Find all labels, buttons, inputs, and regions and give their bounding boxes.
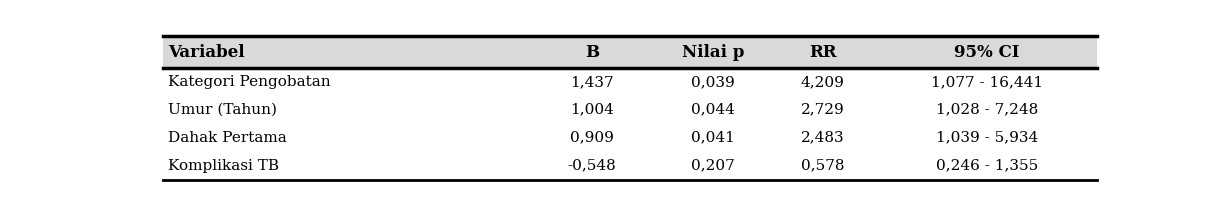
Text: 0,041: 0,041 — [691, 131, 735, 145]
Text: 0,044: 0,044 — [691, 103, 735, 117]
Text: Dahak Pertama: Dahak Pertama — [168, 131, 286, 145]
Text: 1,437: 1,437 — [570, 75, 613, 89]
Text: 1,004: 1,004 — [570, 103, 613, 117]
Text: B: B — [585, 44, 599, 61]
Text: 95% CI: 95% CI — [954, 44, 1020, 61]
Text: Komplikasi TB: Komplikasi TB — [168, 159, 279, 173]
Text: Nilai p: Nilai p — [682, 44, 745, 61]
Text: 0,578: 0,578 — [801, 159, 844, 173]
Text: 4,209: 4,209 — [801, 75, 844, 89]
Text: 0,909: 0,909 — [570, 131, 613, 145]
Text: Kategori Pengobatan: Kategori Pengobatan — [168, 75, 331, 89]
Text: 0,039: 0,039 — [692, 75, 735, 89]
Text: Variabel: Variabel — [168, 44, 245, 61]
Text: 1,039 - 5,934: 1,039 - 5,934 — [936, 131, 1039, 145]
Text: 2,729: 2,729 — [801, 103, 844, 117]
Text: 1,028 - 7,248: 1,028 - 7,248 — [936, 103, 1039, 117]
Text: Umur (Tahun): Umur (Tahun) — [168, 103, 277, 117]
Text: RR: RR — [809, 44, 837, 61]
Bar — [163, 36, 1096, 68]
Text: 1,077 - 16,441: 1,077 - 16,441 — [932, 75, 1043, 89]
Text: 0,207: 0,207 — [692, 159, 735, 173]
Text: -0,548: -0,548 — [568, 159, 616, 173]
Text: 2,483: 2,483 — [801, 131, 844, 145]
Text: 0,246 - 1,355: 0,246 - 1,355 — [936, 159, 1039, 173]
